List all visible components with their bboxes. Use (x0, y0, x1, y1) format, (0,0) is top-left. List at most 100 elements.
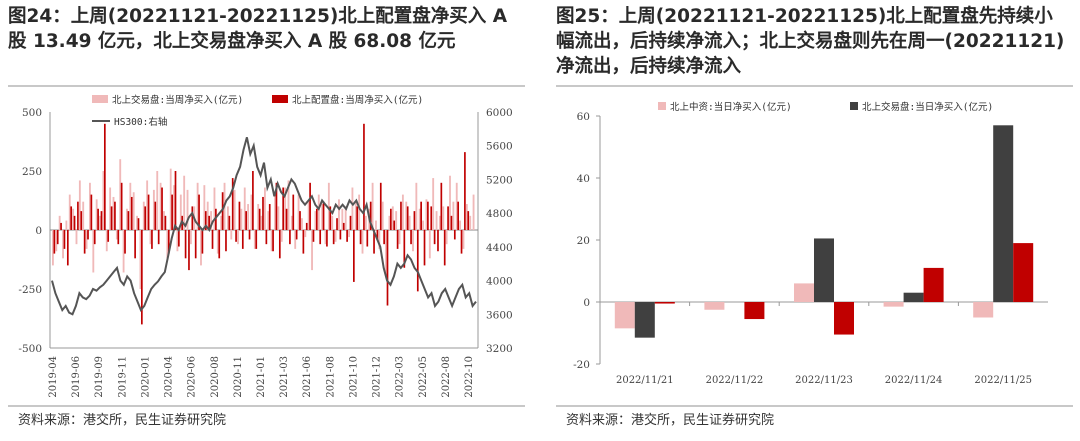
bar-trading (126, 208, 128, 230)
bar-trading (149, 230, 152, 245)
bar-trading (284, 187, 287, 230)
bar-config (834, 302, 854, 335)
bar-trading (405, 201, 408, 230)
bar-trading (449, 175, 451, 230)
bar-config (457, 201, 460, 230)
bar-trading (142, 201, 145, 230)
bar-config (447, 206, 449, 230)
bar-config (70, 206, 73, 230)
bar-config (285, 208, 288, 230)
bar-config (184, 230, 187, 259)
bar-trading (364, 215, 367, 230)
bar-trading (78, 180, 81, 230)
bar-trading (375, 220, 377, 230)
bar-trading (52, 230, 54, 266)
bar-trading (99, 215, 101, 230)
bar-trading (230, 230, 233, 240)
bar-trading (115, 230, 118, 240)
bar-config (208, 215, 210, 230)
bar-trading (371, 182, 374, 230)
bar-trading (210, 211, 213, 230)
bar-config (87, 230, 89, 240)
bar-config (245, 211, 248, 230)
bar-config (467, 211, 470, 230)
bar-trading (331, 215, 334, 230)
bar-trading (415, 182, 418, 230)
bar-config (114, 201, 116, 230)
bar-trading (68, 194, 71, 230)
bar-trading (55, 230, 58, 252)
bar-config (60, 222, 62, 230)
y-tick-label: 0 (35, 225, 42, 237)
bar-config (144, 206, 147, 230)
bar-config (443, 230, 446, 266)
bar-trading (338, 199, 340, 230)
x-tick-label: 2020-11 (233, 356, 244, 398)
bar-config (275, 182, 278, 230)
bar-config (423, 230, 426, 266)
bar-config (336, 218, 338, 230)
bar-trading (152, 189, 155, 230)
x-tick-label: 2019-06 (71, 356, 82, 398)
bar-zhongzi (794, 283, 814, 302)
bar-trading (166, 230, 169, 259)
bar-config (238, 201, 241, 230)
y-tick-label: 40 (577, 173, 590, 185)
bar-trading (334, 230, 337, 242)
x-tick-label: 2022-05 (418, 356, 429, 398)
source-note: 资料来源：港交所，民生证券研究院 (18, 413, 227, 428)
bar-trading (472, 194, 475, 230)
bar-config (134, 230, 136, 259)
x-tick-label: 2022/11/21 (616, 375, 674, 386)
bar-config (312, 230, 315, 242)
bar-config (326, 230, 328, 247)
right-figure: 图25：上周(20221121-20221125)北上配置盘先持续小幅流出，后持… (548, 0, 1080, 441)
y2-tick-label: 4000 (486, 276, 513, 288)
bar-trading (388, 215, 391, 230)
bar-config (396, 230, 399, 249)
bar-config (437, 230, 439, 252)
bar-config (322, 201, 325, 230)
bar-config (77, 201, 79, 230)
bar-trading (189, 230, 192, 245)
bar-config (221, 192, 224, 230)
bar-config (654, 302, 675, 304)
bar-trading (398, 230, 401, 245)
bar-trading (129, 182, 132, 230)
bar-trading (438, 215, 441, 230)
bar-config (278, 230, 281, 259)
bar-trading (213, 187, 216, 230)
bar-config (440, 182, 443, 230)
bar-trading (317, 194, 320, 230)
bar-config (241, 230, 244, 249)
bar-config (154, 201, 157, 230)
bar-trading (203, 185, 206, 230)
x-tick-label: 2021-12 (372, 356, 383, 398)
bar-trading (109, 187, 112, 230)
bar-trading (435, 211, 438, 230)
bar-config (460, 230, 463, 254)
bar-config (450, 215, 453, 230)
y2-tick-label: 5600 (486, 141, 513, 153)
bar-config (923, 267, 944, 302)
bar-config (235, 230, 237, 242)
bar-config (383, 230, 385, 245)
bar-zhongzi (973, 302, 994, 318)
bar-config (329, 206, 332, 230)
y-tick-label: -20 (573, 359, 590, 371)
bar-trading (200, 230, 202, 266)
bar-trading (183, 175, 186, 230)
x-tick-label: 2022-08 (441, 356, 452, 398)
bar-zhongzi (883, 302, 904, 307)
bar-trading (311, 230, 313, 271)
bar-trading (324, 230, 327, 245)
bar-trading (391, 206, 394, 230)
x-tick-label: 2021-01 (256, 356, 267, 398)
bar-zhongzi (614, 302, 635, 329)
bar-config (73, 215, 76, 230)
bar-config (416, 230, 419, 292)
bar-config (100, 211, 103, 230)
bar-config (319, 230, 322, 245)
bar-config (110, 206, 113, 230)
bar-trading (408, 215, 411, 230)
